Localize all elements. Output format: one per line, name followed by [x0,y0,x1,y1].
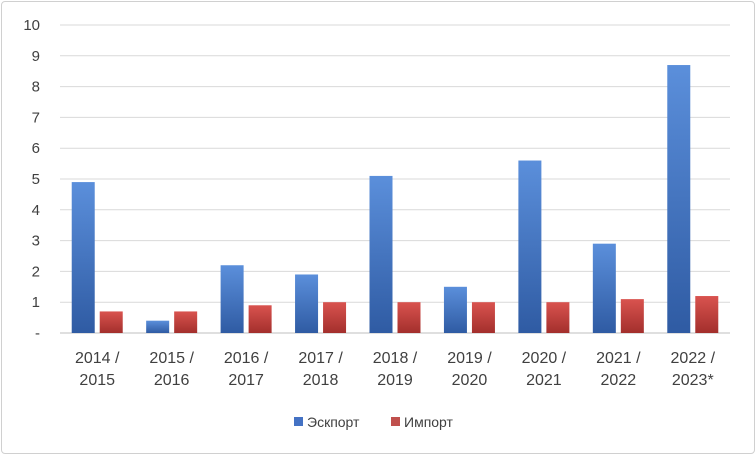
y-tick-label: 4 [32,202,40,219]
import-bar [99,311,123,333]
export-bar [146,320,170,333]
x-category-label: 2020 [452,372,488,389]
x-category-label: 2016 [154,372,190,389]
export-bar [518,160,542,333]
x-category-label: 2014 / [75,350,120,367]
y-tick-label: 5 [32,171,40,188]
x-category-label: 2015 / [149,350,194,367]
export-bar [71,182,95,333]
y-tick-label: 8 [32,79,40,96]
export-bar [592,243,616,333]
import-bar [695,296,719,333]
legend-label: Эскпорт [307,414,360,430]
x-category-label: 2018 [303,372,339,389]
legend-swatch [391,417,400,426]
import-bar [248,305,272,333]
x-category-label: 2017 / [298,350,343,367]
bars [71,65,719,333]
legend-label: Импорт [404,414,454,430]
import-bar [397,302,421,333]
y-tick-label: 1 [32,294,40,311]
import-bar [620,299,644,333]
x-category-label: 2022 [601,372,637,389]
y-axis-tick-labels: - 1 2 3 4 5 6 7 8 9 10 [23,17,40,342]
x-axis-category-labels: 2014 / 2015 2015 / 2016 2016 / 2017 2017 / 2018… [75,350,716,389]
export-bar [220,265,244,333]
import-bar [546,302,570,333]
x-category-label: 2016 / [224,350,269,367]
y-tick-label: 3 [32,233,40,250]
y-tick-label: - [35,325,40,342]
legend: Эскпорт Импорт [294,414,454,430]
x-category-label: 2021 / [596,350,641,367]
y-tick-label: 2 [32,263,40,280]
x-category-label: 2019 / [447,350,492,367]
x-category-label: 2019 [377,372,413,389]
legend-swatch [294,417,303,426]
export-bar [443,286,467,333]
export-bar [369,175,393,333]
y-tick-label: 7 [32,109,40,126]
x-category-label: 2020 / [522,350,567,367]
y-tick-label: 9 [32,48,40,65]
x-category-label: 2022 / [671,350,716,367]
y-tick-label: 6 [32,140,40,157]
export-bar [295,274,319,333]
import-bar [323,302,347,333]
x-category-label: 2015 [79,372,115,389]
x-category-label: 2018 / [373,350,418,367]
gridlines [60,24,730,334]
export-bar [667,65,691,333]
x-category-label: 2023* [672,372,714,389]
x-category-label: 2021 [526,372,562,389]
import-bar [471,302,495,333]
x-category-label: 2017 [228,372,264,389]
import-bar [174,311,198,333]
y-tick-label: 10 [23,17,40,34]
